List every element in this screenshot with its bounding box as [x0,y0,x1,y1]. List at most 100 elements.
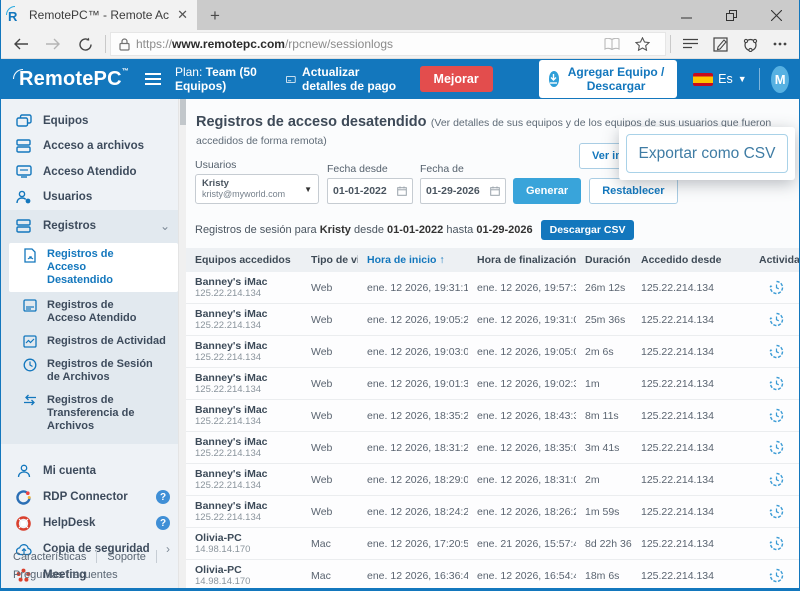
activity-history-icon[interactable] [769,504,784,519]
fecha-hasta-input[interactable]: 01-29-2026 [420,178,506,204]
activity-history-icon[interactable] [769,312,784,327]
download-csv-button[interactable]: Descargar CSV [540,220,635,240]
menu-toggle-icon[interactable] [144,73,161,85]
table-row[interactable]: Olivia-PC 14.98.14.170 Mac ene. 12 2026, … [186,559,799,588]
accessed-from-ip: 125.22.214.134 [632,399,750,432]
user-select[interactable]: Kristy kristy@myworld.com ▼ [195,174,319,204]
device-name: Banney's iMac [195,436,268,448]
web-note-icon[interactable] [705,31,735,57]
browser-titlebar: R RemotePC™ - Remote Access Lo ✕ + [1,0,799,30]
help-badge-icon[interactable]: ? [156,490,170,504]
activity-history-icon[interactable] [769,408,784,423]
activity-history-icon[interactable] [769,472,784,487]
help-badge-icon[interactable]: ? [156,516,170,530]
col-accedido-desde[interactable]: Accedido desde [632,248,750,272]
export-csv-card[interactable]: Exportar como CSV [619,127,795,180]
filters-row: Usuarios Kristy kristy@myworld.com ▼ Fec… [186,149,799,204]
sidebar-item-usuarios[interactable]: Usuarios [1,184,178,210]
reading-view-icon[interactable] [597,31,627,57]
sidebar-item-registros-sesion-archivos[interactable]: Registros de Sesión de Archivos [1,353,178,389]
close-button[interactable] [754,0,799,30]
table-row[interactable]: Banney's iMac 125.22.214.134 Web ene. 12 … [186,399,799,432]
table-row[interactable]: Banney's iMac 125.22.214.134 Web ene. 12 … [186,431,799,464]
sidebar-item-registros-atendido[interactable]: Registros de Acceso Atendido [1,294,178,330]
tab-title: RemotePC™ - Remote Access Lo [29,8,170,22]
start-time: ene. 12 2026, 18:31:26 [358,431,468,464]
sidebar-item-meeting[interactable]: Meeting [1,562,178,588]
tab-close-icon[interactable]: ✕ [177,7,188,22]
toolbar-divider-2 [670,35,671,53]
footer-link-preguntas[interactable]: Preguntas frecuentes [13,569,118,581]
table-row[interactable]: Banney's iMac 125.22.214.134 Web ene. 12 … [186,463,799,496]
activity-history-icon[interactable] [769,568,784,583]
sidebar-scrollbar[interactable] [178,99,186,588]
table-row[interactable]: Banney's iMac 125.22.214.134 Web ene. 12 … [186,367,799,400]
avatar[interactable]: M [771,65,789,93]
duration: 26m 12s [576,272,632,304]
new-tab-button[interactable]: + [210,6,220,25]
table-row[interactable]: Banney's iMac 125.22.214.134 Web ene. 12 … [186,303,799,336]
activity-history-icon[interactable] [769,440,784,455]
transfer-arrows-icon [21,394,38,406]
browser-tab[interactable]: R RemotePC™ - Remote Access Lo ✕ [1,0,197,30]
address-bar[interactable]: https://www.remotepc.com/rpcnew/sessionl… [110,32,666,56]
footer-link-caracteristicas[interactable]: Características [13,550,87,563]
restore-button[interactable] [709,0,754,30]
duration: 8d 22h 36m ... [576,527,632,560]
device-name: Banney's iMac [195,308,268,320]
sidebar-item-registros[interactable]: Registros ⌄ [1,210,178,241]
sidebar-item-rdp-connector[interactable]: RDP Connector ? [1,484,178,510]
device-name: Banney's iMac [195,340,268,352]
sidebar-item-copia-seguridad[interactable]: Copia de seguridad › [1,536,178,562]
forward-button[interactable] [37,31,69,57]
activity-history-icon[interactable] [769,344,784,359]
hub-icon[interactable] [675,31,705,57]
activity-history-icon[interactable] [769,280,784,295]
sidebar-item-acceso-atendido[interactable]: Acceso Atendido [1,159,178,185]
sidebar-item-registros-desatendido[interactable]: Registros de Acceso Desatendido [9,243,178,292]
table-row[interactable]: Olivia-PC 14.98.14.170 Mac ene. 12 2026, … [186,527,799,560]
activity-history-icon[interactable] [769,376,784,391]
device-ip: 125.22.214.134 [195,384,262,395]
export-csv-label[interactable]: Exportar como CSV [626,134,788,173]
fecha-desde-input[interactable]: 01-01-2022 [327,178,413,204]
minimize-button[interactable] [664,0,709,30]
duration: 3m 41s [576,431,632,464]
col-duracion[interactable]: Duración [576,248,632,272]
update-payment-link[interactable]: Actualizar detalles de pago [286,65,401,93]
sidebar-item-registros-actividad[interactable]: Registros de Actividad [1,330,178,353]
table-row[interactable]: Banney's iMac 125.22.214.134 Web ene. 12 … [186,495,799,528]
refresh-button[interactable] [69,31,101,57]
col-tipo-visor[interactable]: Tipo de visor [302,248,358,272]
col-hora-inicio[interactable]: Hora de inicio ↑ [358,248,468,272]
table-row[interactable]: Banney's iMac 125.22.214.134 Web ene. 12 … [186,272,799,304]
generate-button[interactable]: Generar [513,178,582,204]
sidebar-item-acceso-archivos[interactable]: Acceso a archivos [1,133,178,159]
language-selector[interactable]: Es ▼ [693,72,747,86]
back-button[interactable] [5,31,37,57]
add-computer-button[interactable]: Agregar Equipo / Descargar [538,60,678,98]
device-name: Banney's iMac [195,468,268,480]
language-label: Es [718,72,733,86]
user-email: kristy@myworld.com [202,189,286,199]
table-row[interactable]: Banney's iMac 125.22.214.134 Web ene. 12 … [186,335,799,368]
device-ip: 125.22.214.134 [195,352,262,363]
sidebar-item-equipos[interactable]: Equipos [1,108,178,134]
footer-link-soporte[interactable]: Soporte [107,550,146,563]
activity-history-icon[interactable] [769,536,784,551]
share-icon[interactable] [735,31,765,57]
favorites-star-icon[interactable] [627,31,657,57]
sidebar-item-registros-transferencia[interactable]: Registros de Transferencia de Archivos [1,389,178,438]
col-actividad[interactable]: Actividad [750,248,799,272]
sidebar-item-helpdesk[interactable]: HelpDesk ? [1,510,178,536]
col-hora-fin[interactable]: Hora de finalización [468,248,576,272]
sidebar-item-mi-cuenta[interactable]: Mi cuenta [1,458,178,484]
col-equipos[interactable]: Equipos accedidos [186,248,302,272]
more-actions-icon[interactable] [765,31,795,57]
file-access-icon [15,139,32,153]
device-name: Banney's iMac [195,404,268,416]
app-header: RemotePC™ Plan: Team (50 Equipos) Actual… [1,59,799,99]
upgrade-button[interactable]: Mejorar [419,66,493,92]
scrollbar-thumb[interactable] [180,99,186,125]
reset-button[interactable]: Restablecer [589,178,678,204]
